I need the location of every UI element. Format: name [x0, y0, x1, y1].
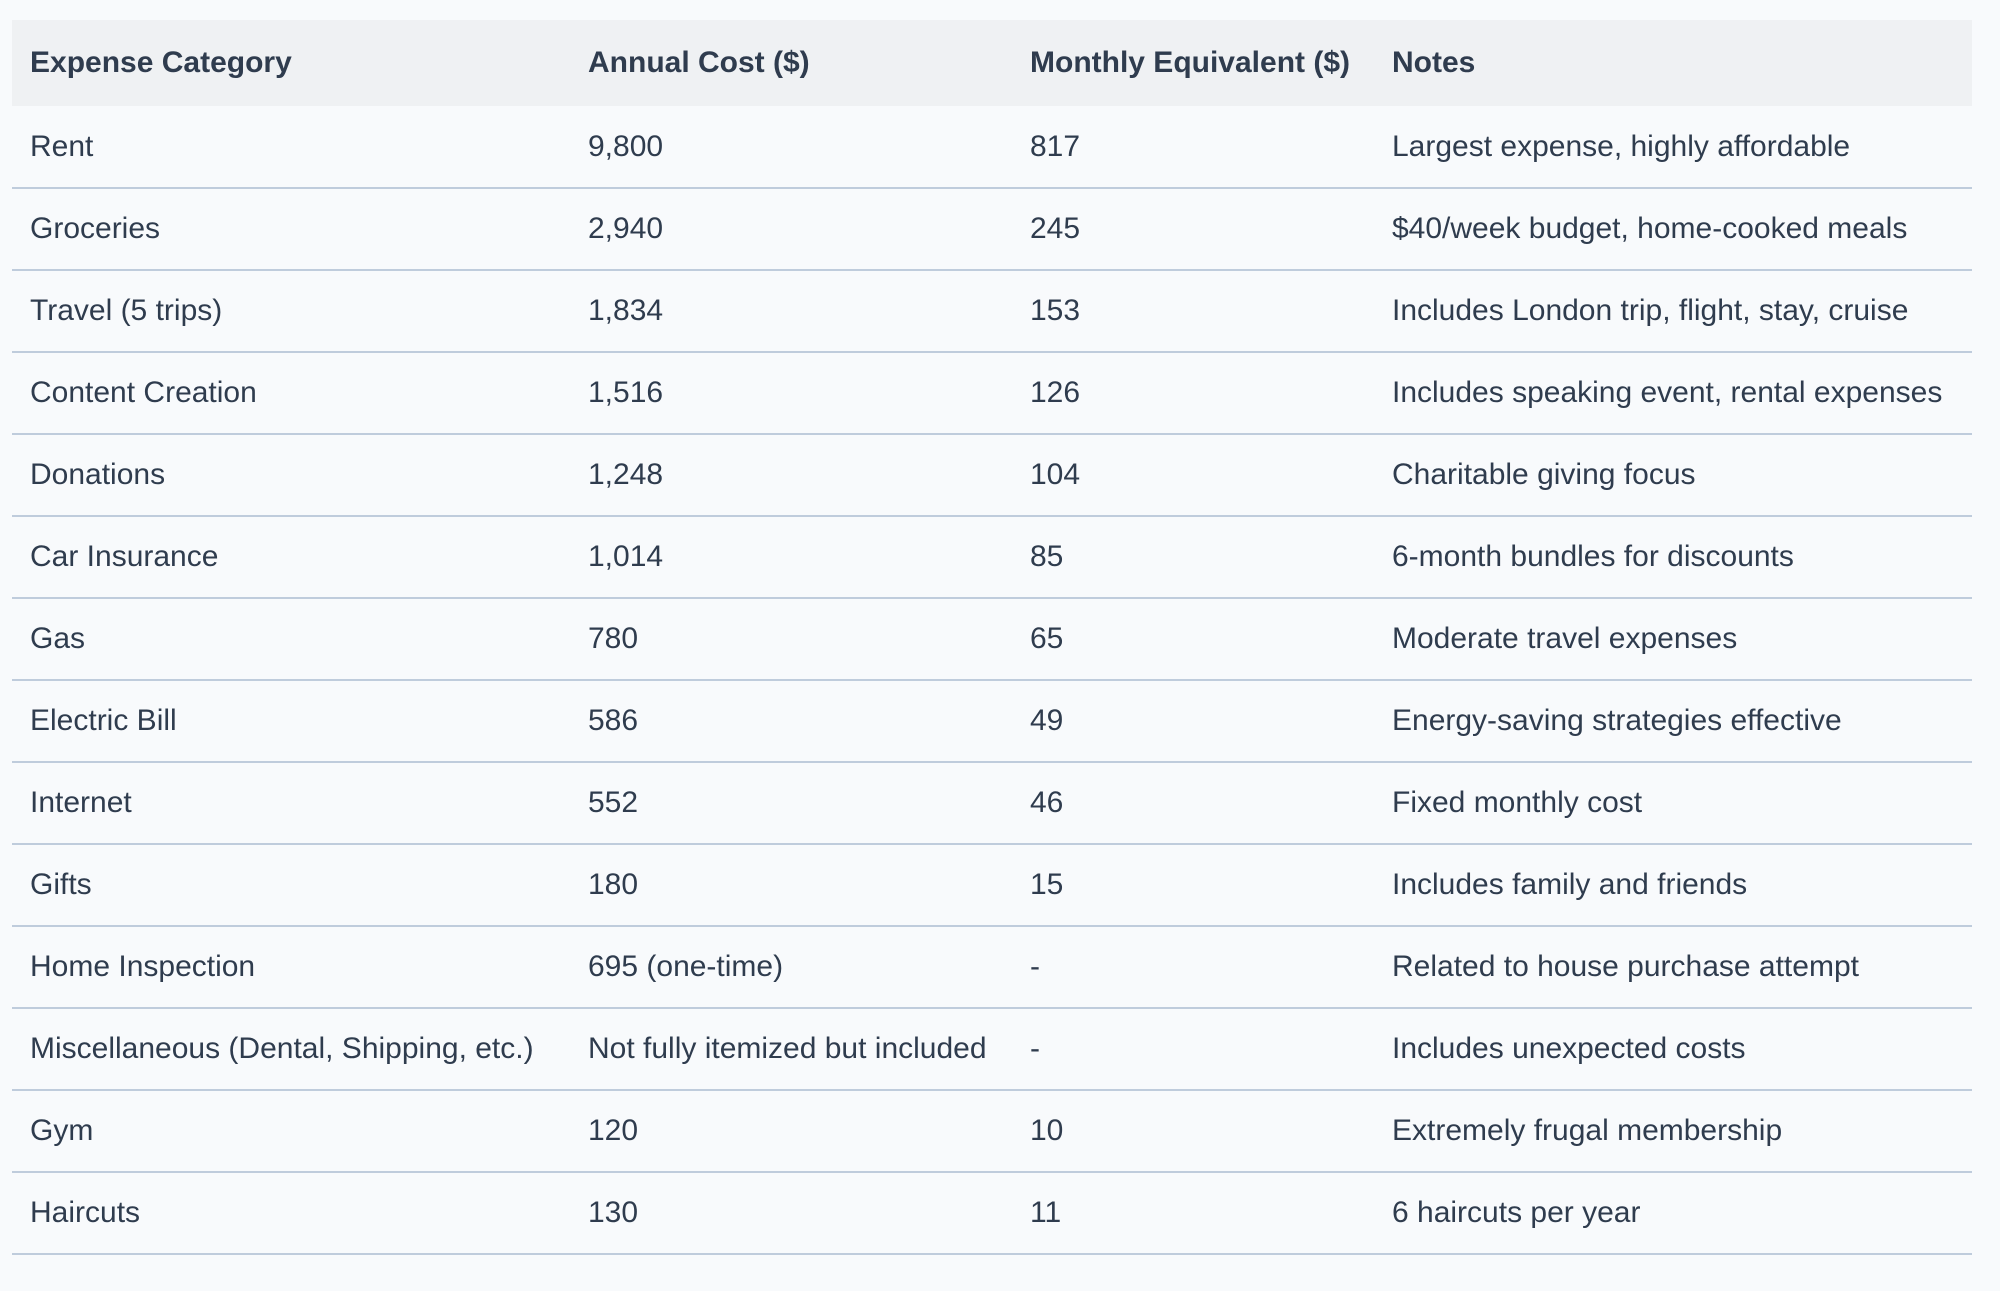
cell-expense-category: Miscellaneous (Dental, Shipping, etc.)	[12, 1008, 588, 1091]
table-row: Car Insurance 1,014 85 6-month bundles f…	[12, 516, 1972, 599]
cell-notes: 6 haircuts per year	[1392, 1172, 1972, 1255]
cell-monthly-equivalent: 49	[1030, 680, 1392, 763]
cell-annual-cost: 586	[588, 680, 1030, 763]
cell-expense-category: Groceries	[12, 188, 588, 271]
cell-monthly-equivalent: 153	[1030, 270, 1392, 353]
table-row: Internet 552 46 Fixed monthly cost	[12, 762, 1972, 845]
cell-notes: 6-month bundles for discounts	[1392, 516, 1972, 599]
cell-expense-category: Home Inspection	[12, 926, 588, 1009]
cell-expense-category: Haircuts	[12, 1172, 588, 1255]
cell-expense-category: Rent	[12, 106, 588, 189]
cell-monthly-equivalent: 126	[1030, 352, 1392, 435]
expense-table: Expense Category Annual Cost ($) Monthly…	[12, 20, 1972, 1255]
cell-annual-cost: 120	[588, 1090, 1030, 1173]
table-row: Home Inspection 695 (one-time) - Related…	[12, 926, 1972, 1009]
cell-expense-category: Gas	[12, 598, 588, 681]
cell-annual-cost: 9,800	[588, 106, 1030, 189]
table-row: Groceries 2,940 245 $40/week budget, hom…	[12, 188, 1972, 271]
cell-notes: Energy-saving strategies effective	[1392, 680, 1972, 763]
table-row: Gas 780 65 Moderate travel expenses	[12, 598, 1972, 681]
cell-expense-category: Internet	[12, 762, 588, 845]
cell-notes: Related to house purchase attempt	[1392, 926, 1972, 1009]
cell-annual-cost: 1,834	[588, 270, 1030, 353]
cell-notes: Moderate travel expenses	[1392, 598, 1972, 681]
table-header-row: Expense Category Annual Cost ($) Monthly…	[12, 20, 1972, 106]
cell-notes: Fixed monthly cost	[1392, 762, 1972, 845]
cell-annual-cost: 130	[588, 1172, 1030, 1255]
table-row: Gifts 180 15 Includes family and friends	[12, 844, 1972, 927]
cell-expense-category: Electric Bill	[12, 680, 588, 763]
table-row: Gym 120 10 Extremely frugal membership	[12, 1090, 1972, 1173]
cell-annual-cost: 1,014	[588, 516, 1030, 599]
cell-monthly-equivalent: 817	[1030, 106, 1392, 189]
table-row: Travel (5 trips) 1,834 153 Includes Lond…	[12, 270, 1972, 353]
cell-monthly-equivalent: 46	[1030, 762, 1392, 845]
table-row: Miscellaneous (Dental, Shipping, etc.) N…	[12, 1008, 1972, 1091]
cell-monthly-equivalent: 104	[1030, 434, 1392, 517]
cell-annual-cost: 1,248	[588, 434, 1030, 517]
cell-monthly-equivalent: 15	[1030, 844, 1392, 927]
cell-annual-cost: 695 (one-time)	[588, 926, 1030, 1009]
cell-monthly-equivalent: 10	[1030, 1090, 1392, 1173]
cell-notes: Extremely frugal membership	[1392, 1090, 1972, 1173]
cell-monthly-equivalent: 85	[1030, 516, 1392, 599]
cell-expense-category: Donations	[12, 434, 588, 517]
table-row: Donations 1,248 104 Charitable giving fo…	[12, 434, 1972, 517]
cell-monthly-equivalent: -	[1030, 1008, 1392, 1091]
cell-monthly-equivalent: 11	[1030, 1172, 1392, 1255]
expense-table-container: Expense Category Annual Cost ($) Monthly…	[12, 20, 1972, 1255]
cell-annual-cost: Not fully itemized but included	[588, 1008, 1030, 1091]
header-notes: Notes	[1392, 20, 1972, 106]
cell-notes: Includes family and friends	[1392, 844, 1972, 927]
table-row: Rent 9,800 817 Largest expense, highly a…	[12, 106, 1972, 189]
cell-expense-category: Travel (5 trips)	[12, 270, 588, 353]
cell-expense-category: Gifts	[12, 844, 588, 927]
cell-monthly-equivalent: -	[1030, 926, 1392, 1009]
cell-annual-cost: 180	[588, 844, 1030, 927]
cell-monthly-equivalent: 245	[1030, 188, 1392, 271]
cell-notes: $40/week budget, home-cooked meals	[1392, 188, 1972, 271]
cell-expense-category: Car Insurance	[12, 516, 588, 599]
cell-expense-category: Content Creation	[12, 352, 588, 435]
header-annual-cost: Annual Cost ($)	[588, 20, 1030, 106]
cell-monthly-equivalent: 65	[1030, 598, 1392, 681]
cell-annual-cost: 780	[588, 598, 1030, 681]
cell-annual-cost: 1,516	[588, 352, 1030, 435]
header-expense-category: Expense Category	[12, 20, 588, 106]
table-row: Haircuts 130 11 6 haircuts per year	[12, 1172, 1972, 1255]
cell-notes: Largest expense, highly affordable	[1392, 106, 1972, 189]
table-row: Electric Bill 586 49 Energy-saving strat…	[12, 680, 1972, 763]
cell-expense-category: Gym	[12, 1090, 588, 1173]
cell-annual-cost: 552	[588, 762, 1030, 845]
cell-annual-cost: 2,940	[588, 188, 1030, 271]
cell-notes: Includes unexpected costs	[1392, 1008, 1972, 1091]
table-row: Content Creation 1,516 126 Includes spea…	[12, 352, 1972, 435]
cell-notes: Charitable giving focus	[1392, 434, 1972, 517]
header-monthly-equivalent: Monthly Equivalent ($)	[1030, 20, 1392, 106]
cell-notes: Includes London trip, flight, stay, crui…	[1392, 270, 1972, 353]
cell-notes: Includes speaking event, rental expenses	[1392, 352, 1972, 435]
